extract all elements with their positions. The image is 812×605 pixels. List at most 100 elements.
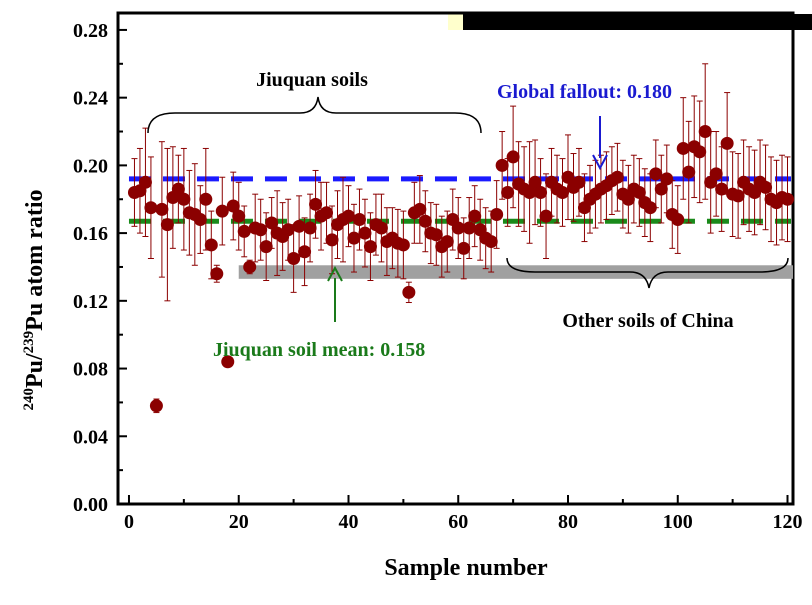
- data-point: [298, 245, 312, 259]
- data-point: [155, 202, 169, 216]
- x-tick-label: 60: [448, 511, 468, 533]
- data-point: [649, 167, 663, 181]
- data-point: [490, 207, 504, 221]
- x-tick-label: 120: [773, 511, 803, 533]
- y-axis-title-part4: Pu atom ratio: [22, 190, 48, 331]
- plot-frame: [116, 11, 795, 506]
- data-point: [506, 150, 520, 164]
- data-point: [265, 216, 279, 230]
- y-axis-title-part2: Pu/: [22, 353, 48, 388]
- y-axis-title-sup2: 239: [21, 331, 37, 354]
- data-point: [347, 231, 361, 245]
- y-tick-label: 0.28: [73, 20, 108, 42]
- data-point: [572, 175, 586, 189]
- data-point: [709, 167, 723, 181]
- data-point: [232, 209, 246, 223]
- data-point: [660, 172, 674, 186]
- data-point: [693, 145, 707, 159]
- data-point: [325, 233, 339, 247]
- data-point: [654, 182, 668, 196]
- data-point: [468, 209, 482, 223]
- x-tick-label: 100: [663, 511, 693, 533]
- data-point: [193, 213, 207, 227]
- top-right-bar: [463, 14, 812, 30]
- data-point: [243, 260, 257, 274]
- y-axis-title: 240Pu/239Pu atom ratio: [21, 190, 48, 411]
- x-tick-label: 80: [558, 511, 578, 533]
- data-point: [429, 228, 443, 242]
- data-point: [715, 182, 729, 196]
- data-point: [671, 213, 685, 227]
- data-point: [539, 209, 553, 223]
- jiuquan-soils-label: Jiuquan soils: [256, 69, 368, 91]
- y-tick-label: 0.08: [73, 359, 108, 381]
- global-fallout-arrow-head: [592, 154, 608, 171]
- jiuquan-soils-brace: [147, 96, 482, 134]
- data-point: [413, 202, 427, 216]
- data-point: [643, 201, 657, 215]
- global-fallout-label: Global fallout: 0.180: [497, 81, 672, 103]
- data-point: [226, 199, 240, 213]
- data-point: [698, 125, 712, 139]
- data-point: [204, 238, 218, 252]
- data-point: [396, 238, 410, 252]
- data-point: [138, 175, 152, 189]
- data-point: [534, 185, 548, 199]
- data-point: [374, 221, 388, 235]
- data-point: [160, 218, 174, 232]
- data-point: [561, 170, 575, 184]
- y-tick-label: 0.20: [73, 155, 108, 177]
- jiuquan-mean-label: Jiuquan soil mean: 0.158: [213, 339, 425, 361]
- data-point: [451, 221, 465, 235]
- data-point: [484, 235, 498, 249]
- data-point: [676, 141, 690, 155]
- other-soils-label: Other soils of China: [562, 310, 733, 332]
- data-point: [254, 223, 268, 237]
- data-point: [199, 192, 213, 206]
- data-point: [731, 189, 745, 203]
- data-point: [149, 399, 163, 413]
- x-tick-label: 0: [124, 511, 134, 533]
- data-point: [363, 240, 377, 254]
- y-tick-label: 0.00: [73, 494, 108, 516]
- data-point: [352, 213, 366, 227]
- y-tick-label: 0.04: [73, 426, 108, 448]
- data-point: [177, 192, 191, 206]
- y-tick-label: 0.24: [73, 88, 108, 110]
- data-point: [748, 185, 762, 199]
- data-point: [418, 214, 432, 228]
- y-tick-label: 0.12: [73, 291, 108, 313]
- data-point: [341, 209, 355, 223]
- data-point: [462, 221, 476, 235]
- top-right-bar-highlight: [448, 14, 463, 30]
- other-soils-brace: [506, 257, 789, 289]
- data-point: [440, 235, 454, 249]
- data-point: [457, 241, 471, 255]
- data-point: [144, 201, 158, 215]
- data-point: [215, 204, 229, 218]
- y-tick-label: 0.16: [73, 223, 108, 245]
- data-point: [320, 206, 334, 220]
- data-point: [210, 267, 224, 281]
- jiuquan-mean-arrow-head: [327, 265, 343, 282]
- data-point: [528, 175, 542, 189]
- data-point: [259, 240, 273, 254]
- data-point: [523, 185, 537, 199]
- x-axis-title: Sample number: [384, 555, 548, 581]
- data-point: [309, 197, 323, 211]
- data-point: [221, 355, 235, 369]
- data-point: [632, 185, 646, 199]
- data-point: [682, 165, 696, 179]
- data-point: [287, 252, 301, 265]
- data-point: [402, 285, 416, 299]
- data-point: [720, 136, 734, 150]
- data-point: [292, 219, 306, 233]
- data-point: [281, 223, 295, 237]
- data-point: [610, 170, 624, 184]
- data-point: [495, 158, 509, 172]
- x-tick-label: 20: [229, 511, 249, 533]
- data-point: [358, 226, 372, 240]
- data-point: [171, 182, 185, 196]
- x-tick-label: 40: [338, 511, 358, 533]
